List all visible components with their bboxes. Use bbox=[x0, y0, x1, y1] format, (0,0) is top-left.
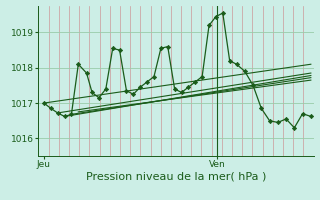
X-axis label: Pression niveau de la mer( hPa ): Pression niveau de la mer( hPa ) bbox=[86, 172, 266, 182]
